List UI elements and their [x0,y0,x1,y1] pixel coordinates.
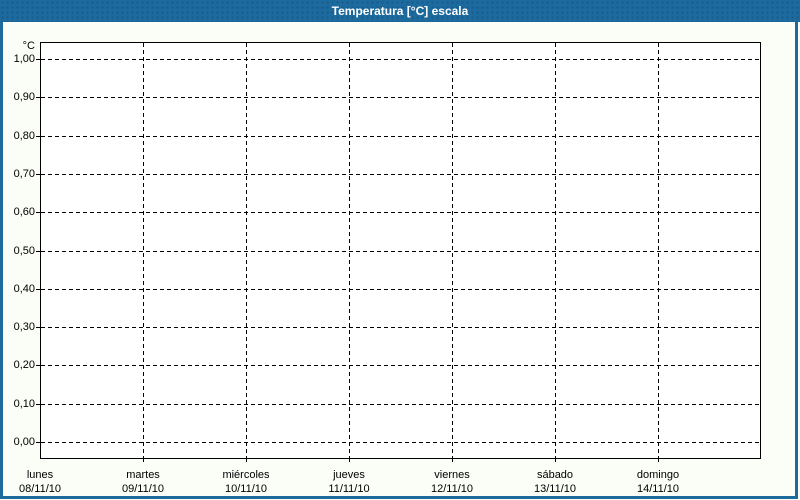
y-gridline [41,442,760,443]
y-tick-label: 0,30 [13,321,35,333]
y-tick-label: 0,70 [13,168,35,180]
x-axis-tick [349,459,350,462]
x-axis-label-group: lunes 08/11/10 [0,468,92,496]
y-axis-tick [36,289,40,290]
y-axis-tick [36,136,40,137]
x-axis-tick [452,459,453,462]
y-axis-tick [36,327,40,328]
x-axis-label-group: viernes 12/11/10 [400,468,504,496]
x-axis-label-group: sábado 13/11/10 [503,468,607,496]
x-day-label: domingo [636,469,680,481]
x-axis-label-group: domingo 14/11/10 [606,468,710,496]
x-date-label: 14/11/10 [636,483,679,495]
y-tick-label: 0,00 [13,436,35,448]
y-tick-label: 0,40 [13,283,35,295]
y-axis-unit-label: °C [22,40,35,52]
x-gridline [555,43,556,458]
x-axis-tick [143,459,144,462]
x-axis-tick [246,459,247,462]
x-date-label: 11/11/10 [328,483,370,495]
y-gridline [41,365,760,366]
y-tick-label: 0,60 [13,206,35,218]
y-gridline [41,212,760,213]
x-date-label: 08/11/10 [18,483,61,495]
x-day-label: lunes [26,469,54,481]
y-gridline [41,251,760,252]
chart-title-bar[interactable]: Temperatura [°C] escala [0,0,800,22]
y-tick-label: 0,90 [13,91,35,103]
x-axis-label-group: martes 09/11/10 [91,468,195,496]
x-date-label: 12/11/10 [430,483,473,495]
y-tick-label: 0,20 [13,359,35,371]
x-gridline [246,43,247,458]
y-gridline [41,97,760,98]
x-axis-label-group: miércoles 10/11/10 [194,468,298,496]
y-tick-label: 0,80 [13,130,35,142]
y-gridline [41,174,760,175]
x-gridline [349,43,350,458]
x-date-label: 10/11/10 [224,483,267,495]
y-axis-tick [36,365,40,366]
y-tick-label: 0,10 [13,398,35,410]
x-day-label: sábado [536,469,574,481]
y-tick-label: 1,00 [13,53,35,65]
y-axis-tick [36,404,40,405]
y-gridline [41,59,760,60]
x-day-label: miércoles [222,469,270,481]
window-border-bottom [0,496,798,499]
chart-title: Temperatura [°C] escala [331,4,469,18]
x-day-label: viernes [434,469,470,481]
window-border-right [795,22,798,499]
y-tick-label: 0,50 [13,245,35,257]
y-gridline [41,136,760,137]
x-date-label: 09/11/10 [121,483,164,495]
plot-area [40,42,761,459]
y-axis-tick [36,212,40,213]
x-axis-tick [555,459,556,462]
y-gridline [41,289,760,290]
y-axis-tick [36,59,40,60]
window-border-left [0,22,3,499]
y-axis-tick [36,174,40,175]
x-gridline [452,43,453,458]
x-gridline [658,43,659,458]
x-axis-label-group: jueves 11/11/10 [297,468,401,496]
y-gridline [41,404,760,405]
y-gridline [41,327,760,328]
x-gridline [143,43,144,458]
y-axis-tick [36,97,40,98]
x-axis-tick [658,459,659,462]
x-day-label: martes [126,469,160,481]
x-day-label: jueves [333,469,365,481]
y-axis-tick [36,251,40,252]
y-axis-tick [36,442,40,443]
x-date-label: 13/11/10 [533,483,576,495]
